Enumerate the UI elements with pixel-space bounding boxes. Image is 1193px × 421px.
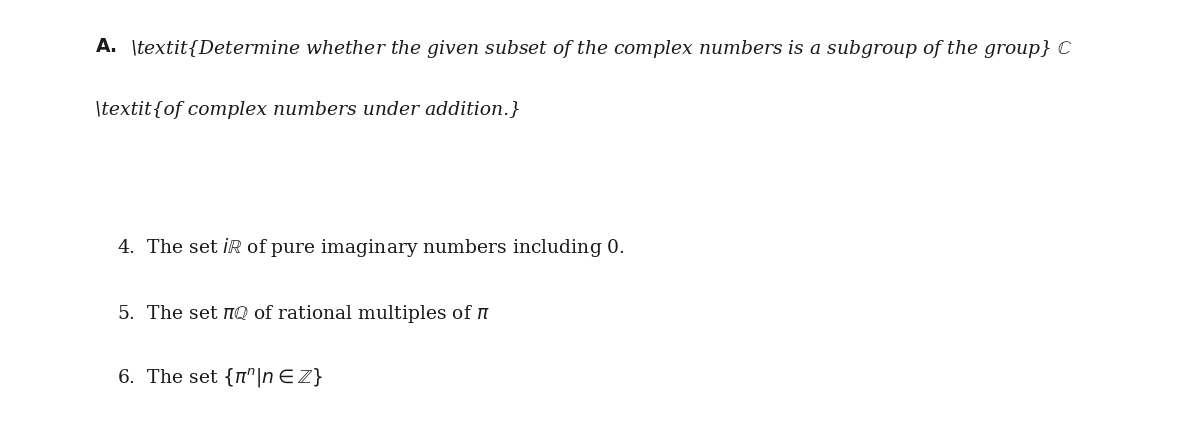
Text: \textit{Determine whether the given subset of the complex numbers is a subgroup : \textit{Determine whether the given subs… [130, 38, 1074, 60]
Text: 4.  The set $i\mathbb{R}$ of pure imaginary numbers including 0.: 4. The set $i\mathbb{R}$ of pure imagina… [117, 236, 625, 259]
Text: 5.  The set $\pi\mathbb{Q}$ of rational multiples of $\pi$: 5. The set $\pi\mathbb{Q}$ of rational m… [117, 303, 489, 325]
Text: $\mathbf{A.}$: $\mathbf{A.}$ [95, 38, 117, 56]
Text: 6.  The set $\{\pi^n | n \in \mathbb{Z}\}$: 6. The set $\{\pi^n | n \in \mathbb{Z}\}… [117, 366, 323, 390]
Text: \textit{of complex numbers under addition.}: \textit{of complex numbers under additio… [95, 101, 521, 119]
